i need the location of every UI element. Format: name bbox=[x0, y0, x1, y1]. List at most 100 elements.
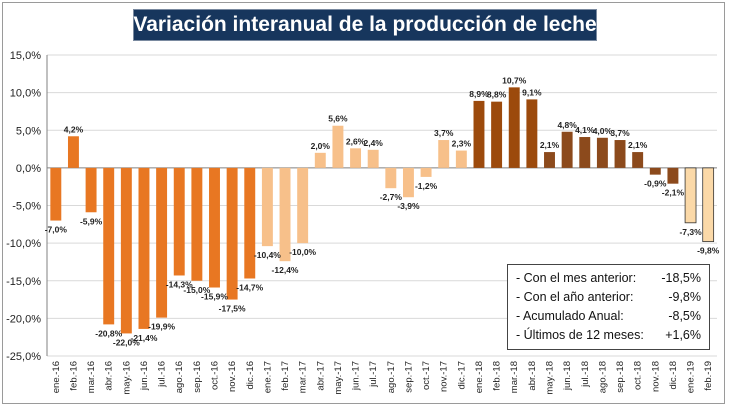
y-tick-label: -5,0% bbox=[12, 201, 41, 213]
bar bbox=[544, 152, 555, 168]
x-tick-label: feb.-17 bbox=[280, 361, 291, 391]
data-label: -2,7% bbox=[380, 192, 403, 202]
summary-label: - Con el mes anterior: bbox=[516, 271, 637, 285]
data-label: -7,3% bbox=[679, 227, 702, 237]
x-tick-label: feb.-18 bbox=[492, 361, 503, 391]
x-tick-label: ene.-19 bbox=[686, 361, 697, 393]
bar bbox=[120, 167, 132, 334]
bar bbox=[596, 137, 608, 168]
bar bbox=[667, 167, 679, 184]
summary-row: - Con el año anterior: -9,8% bbox=[516, 288, 701, 307]
summary-label: - Acumulado Anual: bbox=[516, 309, 624, 323]
y-tick-label: 5,0% bbox=[16, 125, 41, 137]
data-label: -10,4% bbox=[254, 250, 281, 260]
x-tick-label: may.-18 bbox=[545, 361, 556, 395]
data-label: 8,8% bbox=[487, 90, 507, 100]
data-label: -19,9% bbox=[148, 322, 175, 332]
x-tick-label: jul.-16 bbox=[157, 361, 168, 388]
y-tick-label: 10,0% bbox=[10, 88, 41, 100]
x-axis-tick-labels: ene.-16 feb.-16 mar.-16 abr.-16 may.-16 jun.-… bbox=[51, 361, 714, 395]
y-tick-label: -15,0% bbox=[6, 276, 41, 288]
data-label: 2,1% bbox=[540, 140, 560, 150]
bar bbox=[350, 148, 362, 168]
bar bbox=[50, 167, 62, 221]
x-tick-label: may.-17 bbox=[333, 361, 344, 395]
bar bbox=[209, 167, 220, 288]
data-label: -20,8% bbox=[95, 328, 122, 338]
x-tick-label: ago.-18 bbox=[597, 361, 608, 393]
data-label: 2,0% bbox=[311, 141, 331, 151]
summary-row: - Con el mes anterior: -18,5% bbox=[516, 269, 701, 288]
data-label: -21,4% bbox=[131, 333, 158, 343]
bar bbox=[702, 167, 715, 243]
data-label: 2,3% bbox=[452, 139, 472, 149]
summary-box: - Con el mes anterior: -18,5% - Con el a… bbox=[507, 264, 710, 350]
bar bbox=[67, 136, 79, 168]
x-tick-label: ene.-17 bbox=[262, 361, 273, 393]
data-label: -9,8% bbox=[697, 246, 720, 256]
bar bbox=[385, 167, 397, 189]
data-label: 2,1% bbox=[628, 140, 648, 150]
x-tick-label: feb.-16 bbox=[68, 361, 79, 391]
x-tick-label: dic.-18 bbox=[668, 361, 679, 390]
bar bbox=[473, 100, 485, 168]
x-tick-label: nov.-18 bbox=[650, 361, 661, 392]
data-label: 9,1% bbox=[522, 87, 542, 97]
x-tick-label: mar.-17 bbox=[298, 361, 309, 393]
x-tick-label: jun.-16 bbox=[139, 361, 150, 391]
bar bbox=[402, 167, 414, 198]
x-tick-label: may.-16 bbox=[121, 361, 132, 395]
data-label: 10,7% bbox=[502, 75, 527, 85]
x-tick-label: dic.-16 bbox=[245, 361, 256, 390]
x-tick-label: nov.-16 bbox=[227, 361, 238, 392]
data-label: -12,4% bbox=[272, 265, 299, 275]
bar bbox=[614, 140, 626, 168]
summary-value: -8,5% bbox=[668, 309, 701, 323]
bar bbox=[173, 167, 185, 276]
data-label: 4,8% bbox=[557, 120, 577, 130]
x-tick-label: sep.-18 bbox=[615, 361, 626, 393]
bar bbox=[226, 167, 238, 300]
data-label: -7,0% bbox=[45, 225, 68, 235]
bar bbox=[279, 167, 291, 262]
x-tick-label: abr.-17 bbox=[315, 361, 326, 391]
x-tick-label: nov.-17 bbox=[439, 361, 450, 392]
data-label: -2,1% bbox=[662, 188, 685, 198]
bar bbox=[491, 101, 503, 168]
chart-title-box: Variación interanual de la producción de… bbox=[133, 9, 597, 41]
x-tick-label: abr.-18 bbox=[527, 361, 538, 391]
data-label: -22,0% bbox=[113, 337, 140, 347]
data-label: -14,7% bbox=[236, 282, 263, 292]
x-tick-label: jun.-17 bbox=[351, 361, 362, 391]
data-label: -0,9% bbox=[644, 179, 667, 189]
data-label: -14,3% bbox=[166, 279, 193, 289]
data-label: 2,6% bbox=[346, 136, 366, 146]
bar bbox=[297, 167, 309, 244]
bar bbox=[649, 167, 661, 175]
y-tick-label: -25,0% bbox=[6, 351, 41, 363]
summary-label: - Con el año anterior: bbox=[516, 290, 634, 304]
x-tick-label: dic.-17 bbox=[456, 361, 467, 390]
bar bbox=[684, 167, 697, 224]
y-tick-label: -20,0% bbox=[6, 313, 41, 325]
bar bbox=[156, 167, 168, 318]
y-axis-tick-labels: -25,0% -20,0% -15,0% -10,0% -5,0% 0,0% 5,0% 10,… bbox=[6, 50, 41, 363]
y-tick-label: 15,0% bbox=[10, 50, 41, 62]
x-tick-label: sep.-17 bbox=[403, 361, 414, 393]
bar bbox=[85, 167, 97, 213]
bar bbox=[438, 140, 450, 168]
bar bbox=[632, 152, 644, 168]
bar bbox=[579, 137, 591, 168]
data-label: 4,1% bbox=[575, 125, 595, 135]
x-tick-label: abr.-16 bbox=[104, 361, 115, 391]
summary-row: - Acumulado Anual: -8,5% bbox=[516, 307, 701, 326]
bar bbox=[261, 167, 273, 247]
x-tick-label: oct.-18 bbox=[633, 361, 644, 390]
x-tick-label: ene.-18 bbox=[474, 361, 485, 393]
summary-value: +1,6% bbox=[665, 328, 701, 342]
data-label: -17,5% bbox=[219, 304, 246, 314]
x-tick-label: mar.-16 bbox=[86, 361, 97, 393]
bar bbox=[508, 87, 520, 168]
x-tick-label: jul.-17 bbox=[368, 361, 379, 388]
